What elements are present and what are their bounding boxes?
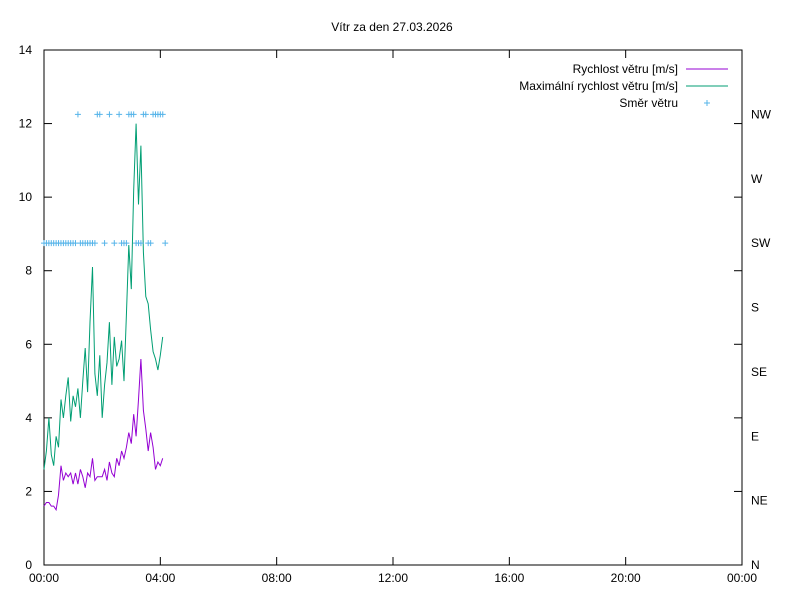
direction-point: [162, 240, 169, 247]
direction-point: [74, 111, 81, 118]
y-tick-label: 12: [19, 117, 33, 131]
x-tick-label: 12:00: [378, 571, 408, 585]
y-tick-label: 14: [19, 43, 33, 57]
speed-line: [43, 358, 164, 512]
y2-tick-label: S: [751, 301, 759, 315]
x-tick-label: 04:00: [145, 571, 175, 585]
plot-area: [41, 111, 169, 512]
y2-tick-label: NE: [751, 494, 768, 508]
direction-point: [147, 240, 154, 247]
direction-point: [123, 240, 130, 247]
x-tick-label: 20:00: [611, 571, 641, 585]
x-tick-label: 16:00: [494, 571, 524, 585]
y2-tick-label: SE: [751, 365, 767, 379]
direction-point: [116, 111, 123, 118]
legend-label-max_speed: Maximální rychlost větru [m/s]: [519, 79, 678, 93]
x-tick-label: 00:00: [727, 571, 757, 585]
x-tick-label: 08:00: [262, 571, 292, 585]
direction-point: [106, 111, 113, 118]
legend-label-direction: Směr větru: [619, 96, 678, 110]
axes: 0 2 4 6 8 10 12 14 N NE E SE S SW W NW 00:00 04:00 08:00 12…: [19, 43, 772, 585]
direction-point: [111, 240, 118, 247]
y-tick-label: 0: [25, 558, 32, 572]
direction-point: [142, 111, 149, 118]
y-tick-label: 8: [25, 264, 32, 278]
direction-point: [137, 240, 144, 247]
direction-point: [101, 240, 108, 247]
max_speed-line: [43, 123, 164, 470]
y2-tick-label: N: [751, 558, 760, 572]
legend: Rychlost větru [m/s] Maximální rychlost v…: [519, 62, 728, 110]
direction-point: [91, 240, 98, 247]
direction-point: [159, 111, 166, 118]
direction-point: [130, 111, 137, 118]
direction-point: [96, 111, 103, 118]
direction-points: [41, 111, 169, 247]
y2-tick-label: NW: [751, 107, 772, 121]
chart-title: Vítr za den 27.03.2026: [331, 20, 453, 34]
y-tick-label: 10: [19, 190, 33, 204]
y-tick-label: 6: [25, 337, 32, 351]
y2-tick-label: W: [751, 172, 763, 186]
y-tick-label: 2: [25, 484, 32, 498]
y-tick-label: 4: [25, 411, 32, 425]
y2-tick-label: SW: [751, 236, 771, 250]
legend-label-speed: Rychlost větru [m/s]: [573, 62, 678, 76]
legend-marker-direction: [704, 100, 710, 106]
y2-tick-label: E: [751, 429, 759, 443]
x-tick-label: 00:00: [29, 571, 59, 585]
